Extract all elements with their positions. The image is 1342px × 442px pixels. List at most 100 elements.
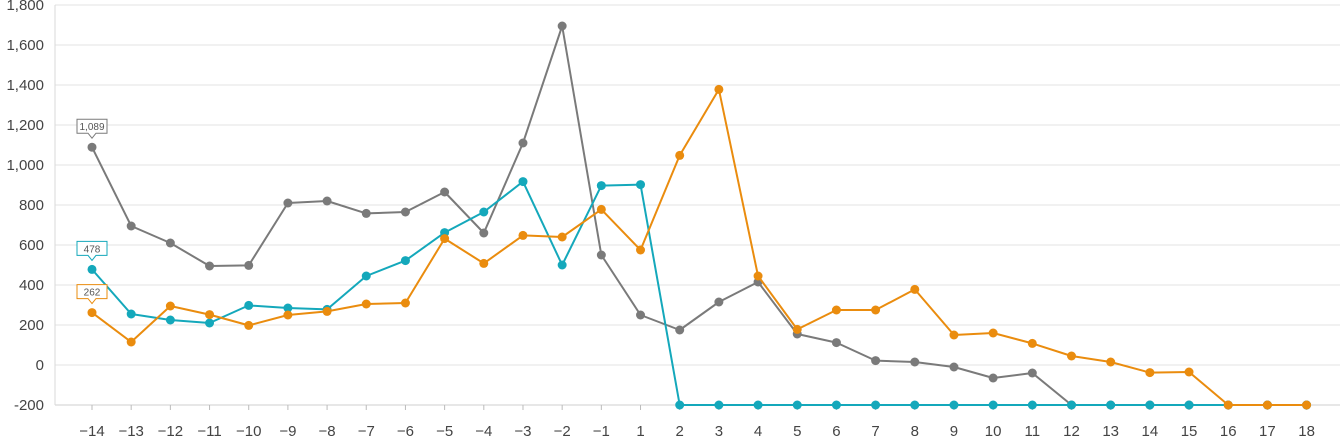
x-tick-label: 12 bbox=[1063, 423, 1080, 437]
x-tick-label: −10 bbox=[236, 423, 261, 437]
data-point bbox=[87, 308, 97, 318]
y-tick-label: 1,200 bbox=[6, 117, 44, 134]
data-point bbox=[831, 305, 841, 315]
x-tick-label: 16 bbox=[1220, 423, 1237, 437]
data-point bbox=[910, 284, 920, 294]
data-point bbox=[675, 400, 685, 410]
series-group bbox=[87, 177, 1312, 410]
data-point bbox=[126, 337, 136, 347]
x-tick-label: −9 bbox=[279, 423, 296, 437]
y-tick-label: 0 bbox=[36, 357, 44, 374]
data-point bbox=[675, 325, 685, 335]
callout-label: 478 bbox=[84, 244, 101, 255]
series-line bbox=[91, 25, 1307, 406]
y-tick-label: 1,600 bbox=[6, 37, 44, 54]
data-point bbox=[831, 400, 841, 410]
data-point bbox=[1106, 357, 1116, 367]
data-point bbox=[244, 300, 254, 310]
data-point bbox=[87, 142, 97, 152]
data-point bbox=[871, 356, 881, 366]
x-tick-label: 8 bbox=[911, 423, 919, 437]
data-point bbox=[557, 21, 567, 31]
x-tick-label: 6 bbox=[832, 423, 840, 437]
data-point bbox=[1027, 400, 1037, 410]
x-tick-label: 7 bbox=[871, 423, 879, 437]
y-tick-label: 400 bbox=[19, 277, 44, 294]
data-point bbox=[361, 299, 371, 309]
data-point bbox=[205, 310, 215, 320]
x-tick-label: 14 bbox=[1142, 423, 1159, 437]
x-tick-label: 15 bbox=[1181, 423, 1198, 437]
data-point bbox=[871, 400, 881, 410]
data-point bbox=[1067, 351, 1076, 361]
data-point bbox=[479, 228, 489, 238]
data-point bbox=[283, 303, 293, 313]
data-point bbox=[871, 305, 881, 315]
x-tick-label: 11 bbox=[1025, 423, 1041, 437]
data-point bbox=[1302, 400, 1312, 410]
data-point bbox=[949, 400, 959, 410]
x-tick-label: 2 bbox=[676, 423, 684, 437]
x-tick-label: −8 bbox=[319, 423, 336, 437]
data-point bbox=[714, 297, 724, 307]
data-point bbox=[1027, 338, 1037, 348]
callout-bubble bbox=[76, 284, 108, 305]
x-tick-label: −12 bbox=[158, 423, 183, 437]
value-callout: 478 bbox=[76, 240, 108, 262]
data-point bbox=[1223, 400, 1233, 410]
data-point bbox=[1184, 400, 1194, 410]
data-point bbox=[205, 261, 215, 271]
data-point bbox=[988, 373, 998, 383]
data-point bbox=[557, 260, 567, 270]
x-tick-label: −1 bbox=[593, 423, 610, 437]
data-point bbox=[831, 338, 841, 348]
data-point bbox=[714, 400, 724, 410]
x-tick-label: −4 bbox=[475, 423, 492, 437]
data-point bbox=[440, 187, 450, 197]
series-group bbox=[87, 84, 1312, 410]
data-point bbox=[244, 260, 254, 270]
x-tick-label: 18 bbox=[1298, 423, 1315, 437]
x-tick-label: −5 bbox=[436, 423, 453, 437]
data-point bbox=[714, 84, 724, 94]
data-point bbox=[400, 298, 410, 308]
callout-label: 1,089 bbox=[79, 122, 104, 133]
data-point bbox=[400, 207, 410, 217]
data-point bbox=[361, 208, 371, 218]
data-point bbox=[205, 318, 215, 328]
data-point bbox=[596, 250, 606, 260]
x-tick-label: −13 bbox=[118, 423, 143, 437]
x-tick-label: 10 bbox=[985, 423, 1002, 437]
x-tick-label: 17 bbox=[1259, 423, 1276, 437]
data-point bbox=[400, 256, 410, 266]
data-point bbox=[165, 238, 175, 248]
data-point bbox=[518, 177, 528, 187]
data-point bbox=[1145, 368, 1155, 378]
data-point bbox=[1184, 367, 1194, 377]
data-point bbox=[596, 181, 606, 191]
data-point bbox=[988, 328, 998, 338]
data-point bbox=[283, 198, 293, 208]
y-tick-label: 200 bbox=[19, 317, 44, 334]
data-point bbox=[126, 221, 136, 231]
data-point bbox=[87, 264, 97, 274]
value-callout: 1,089 bbox=[76, 118, 108, 140]
data-point bbox=[675, 150, 685, 160]
x-tick-label: −3 bbox=[514, 423, 531, 437]
x-tick-label: −7 bbox=[358, 423, 375, 437]
series-group bbox=[87, 21, 1312, 410]
data-point bbox=[1067, 400, 1076, 410]
x-tick-label: −11 bbox=[197, 423, 221, 437]
data-point bbox=[753, 400, 763, 410]
data-point bbox=[910, 400, 920, 410]
callout-label: 262 bbox=[84, 288, 101, 299]
data-point bbox=[636, 310, 646, 320]
data-point bbox=[792, 324, 802, 334]
value-callout: 262 bbox=[76, 284, 108, 305]
data-point bbox=[949, 330, 959, 340]
x-tick-label: −6 bbox=[397, 423, 414, 437]
axis-layer: -200 0 200 400 600 800 1,000 1,200 1,400 1,600 1,8… bbox=[6, 0, 1315, 440]
y-tick-label: 600 bbox=[19, 237, 44, 254]
